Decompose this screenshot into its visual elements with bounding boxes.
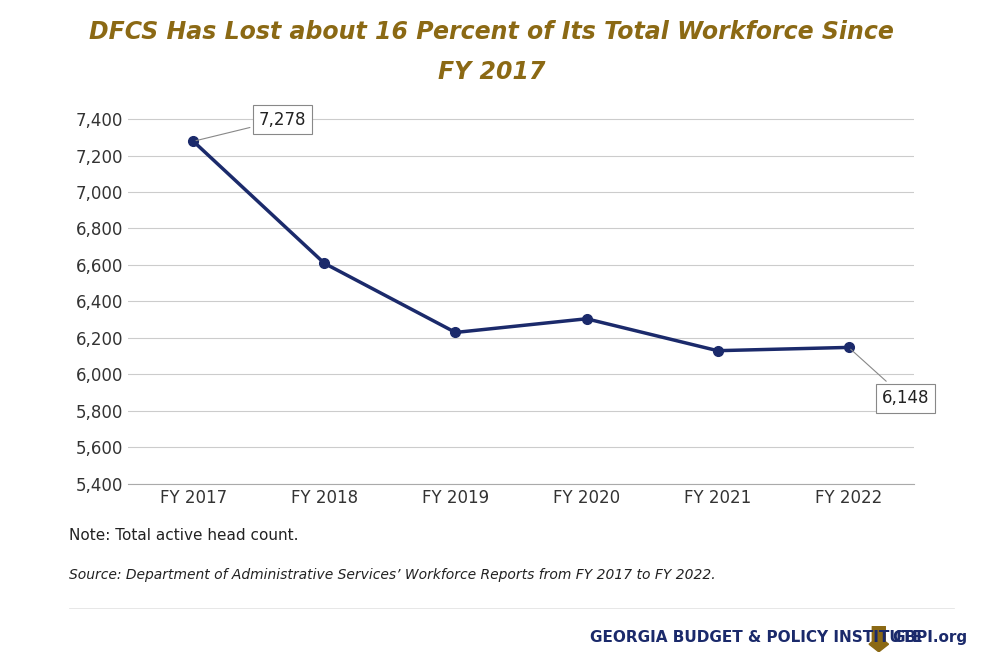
- Text: 7,278: 7,278: [196, 110, 307, 140]
- Text: 6,148: 6,148: [850, 349, 929, 407]
- Polygon shape: [869, 626, 889, 652]
- Text: DFCS Has Lost about 16 Percent of Its Total Workforce Since: DFCS Has Lost about 16 Percent of Its To…: [89, 20, 894, 44]
- Text: Source: Department of Administrative Services’ Workforce Reports from FY 2017 to: Source: Department of Administrative Ser…: [69, 568, 716, 582]
- Text: FY 2017: FY 2017: [437, 60, 546, 85]
- Text: GBPI.org: GBPI.org: [893, 630, 967, 644]
- Text: GEORGIA BUDGET & POLICY INSTITUTE: GEORGIA BUDGET & POLICY INSTITUTE: [590, 630, 922, 644]
- Text: Note: Total active head count.: Note: Total active head count.: [69, 528, 298, 542]
